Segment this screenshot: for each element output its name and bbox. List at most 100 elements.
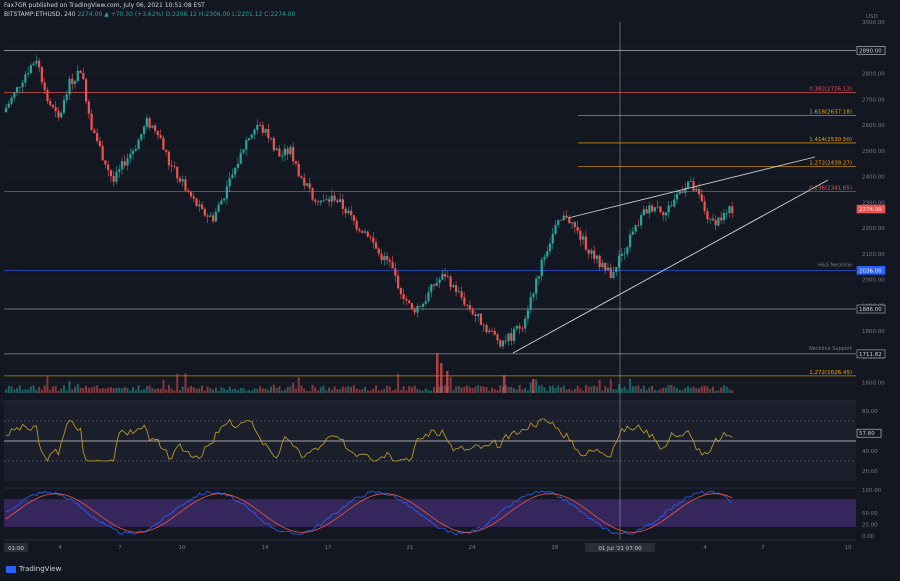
volume-bar	[132, 387, 135, 393]
candle-body	[645, 209, 648, 214]
candle-body	[140, 133, 143, 140]
candle-body	[604, 262, 607, 271]
fib-label: 1.272(2439.27)	[809, 160, 852, 166]
candle-body	[283, 148, 286, 156]
candle-body	[559, 219, 563, 221]
candle-body	[96, 133, 99, 142]
candle-body	[325, 199, 328, 201]
candle-body	[107, 164, 110, 171]
volume-bar	[242, 388, 245, 393]
volume-bar	[457, 385, 460, 393]
candle-body	[355, 220, 358, 230]
volume-bar	[16, 388, 19, 393]
volume-bar	[195, 388, 198, 393]
candle-body	[504, 340, 507, 342]
candle-body	[278, 148, 281, 157]
volume-bar	[154, 389, 157, 393]
volume-bar	[637, 385, 640, 393]
volume-bar	[145, 386, 148, 393]
candle-body	[82, 73, 85, 80]
wedge-upper-line	[567, 156, 816, 219]
volume-bar	[319, 386, 322, 393]
candle-body	[424, 301, 427, 304]
candle-body	[576, 227, 579, 231]
volume-bar	[220, 387, 223, 393]
price-box-label: 2036.00	[859, 268, 882, 274]
candle-body	[468, 305, 472, 310]
candle-body	[427, 292, 430, 302]
candle-body	[214, 211, 217, 222]
candle-body	[281, 155, 284, 157]
volume-bar	[328, 387, 331, 393]
candle-body	[54, 107, 57, 112]
volume-bar	[54, 385, 57, 393]
candle-body	[684, 187, 687, 193]
candle-body	[408, 300, 411, 304]
volume-bar	[162, 380, 165, 393]
candle-body	[438, 279, 441, 283]
fib-label: 0.236(2341.65)	[809, 186, 852, 192]
candle-body	[626, 247, 629, 254]
candle-body	[695, 188, 698, 191]
volume-bar	[444, 385, 447, 393]
candle-body	[308, 183, 311, 189]
volume-bar	[698, 388, 701, 393]
candle-body	[18, 87, 21, 88]
candle-body	[709, 218, 712, 220]
volume-bar	[49, 389, 52, 393]
volume-bar	[317, 390, 320, 393]
volume-bar	[98, 388, 101, 393]
candle-body	[637, 225, 640, 227]
volume-bar	[482, 386, 485, 393]
volume-bar	[347, 386, 350, 393]
volume-spike	[503, 375, 506, 393]
tradingview-logo[interactable]: TradingView	[6, 565, 61, 573]
candle-body	[573, 222, 576, 228]
candle-body	[385, 256, 389, 260]
volume-bar	[79, 387, 82, 393]
candle-body	[706, 210, 709, 220]
candle-body	[686, 181, 690, 188]
candle-body	[692, 181, 695, 191]
candle-body	[123, 161, 126, 166]
candle-body	[344, 208, 347, 214]
price-box	[856, 266, 886, 275]
candle-body	[601, 262, 604, 268]
volume-bar	[656, 390, 659, 393]
volume-bar	[178, 390, 181, 393]
candle-body	[548, 243, 552, 252]
price-change: 2274.00 ▲ +70.30 (+3.62%)	[77, 11, 164, 18]
volume-bar	[513, 388, 516, 393]
candle-body	[477, 313, 480, 316]
time-left-box	[4, 543, 28, 552]
volume-bar	[35, 389, 38, 393]
volume-bar	[433, 387, 436, 393]
candle-body	[187, 190, 190, 192]
volume-bar	[292, 382, 295, 393]
volume-bar	[109, 387, 112, 393]
candle-body	[178, 178, 182, 182]
volume-bar	[314, 387, 317, 393]
candle-body	[700, 194, 703, 202]
volume-bar	[156, 388, 159, 393]
volume-bar	[612, 389, 615, 393]
volume-bar	[413, 385, 416, 393]
price-tick-label: 2300.00	[862, 200, 885, 206]
candle-body	[485, 325, 488, 333]
volume-bar	[253, 388, 256, 393]
volume-bar	[250, 390, 253, 393]
volume-bar	[631, 386, 634, 393]
candle-body	[319, 200, 322, 203]
candle-body	[316, 201, 320, 203]
volume-bar	[573, 388, 576, 393]
candle-body	[13, 92, 16, 98]
volume-bar	[297, 377, 300, 393]
candle-body	[137, 139, 140, 150]
volume-bar	[590, 386, 593, 393]
candle-body	[112, 176, 115, 182]
volume-bar	[584, 385, 587, 393]
volume-bar	[653, 390, 656, 393]
volume-bar	[383, 388, 386, 393]
